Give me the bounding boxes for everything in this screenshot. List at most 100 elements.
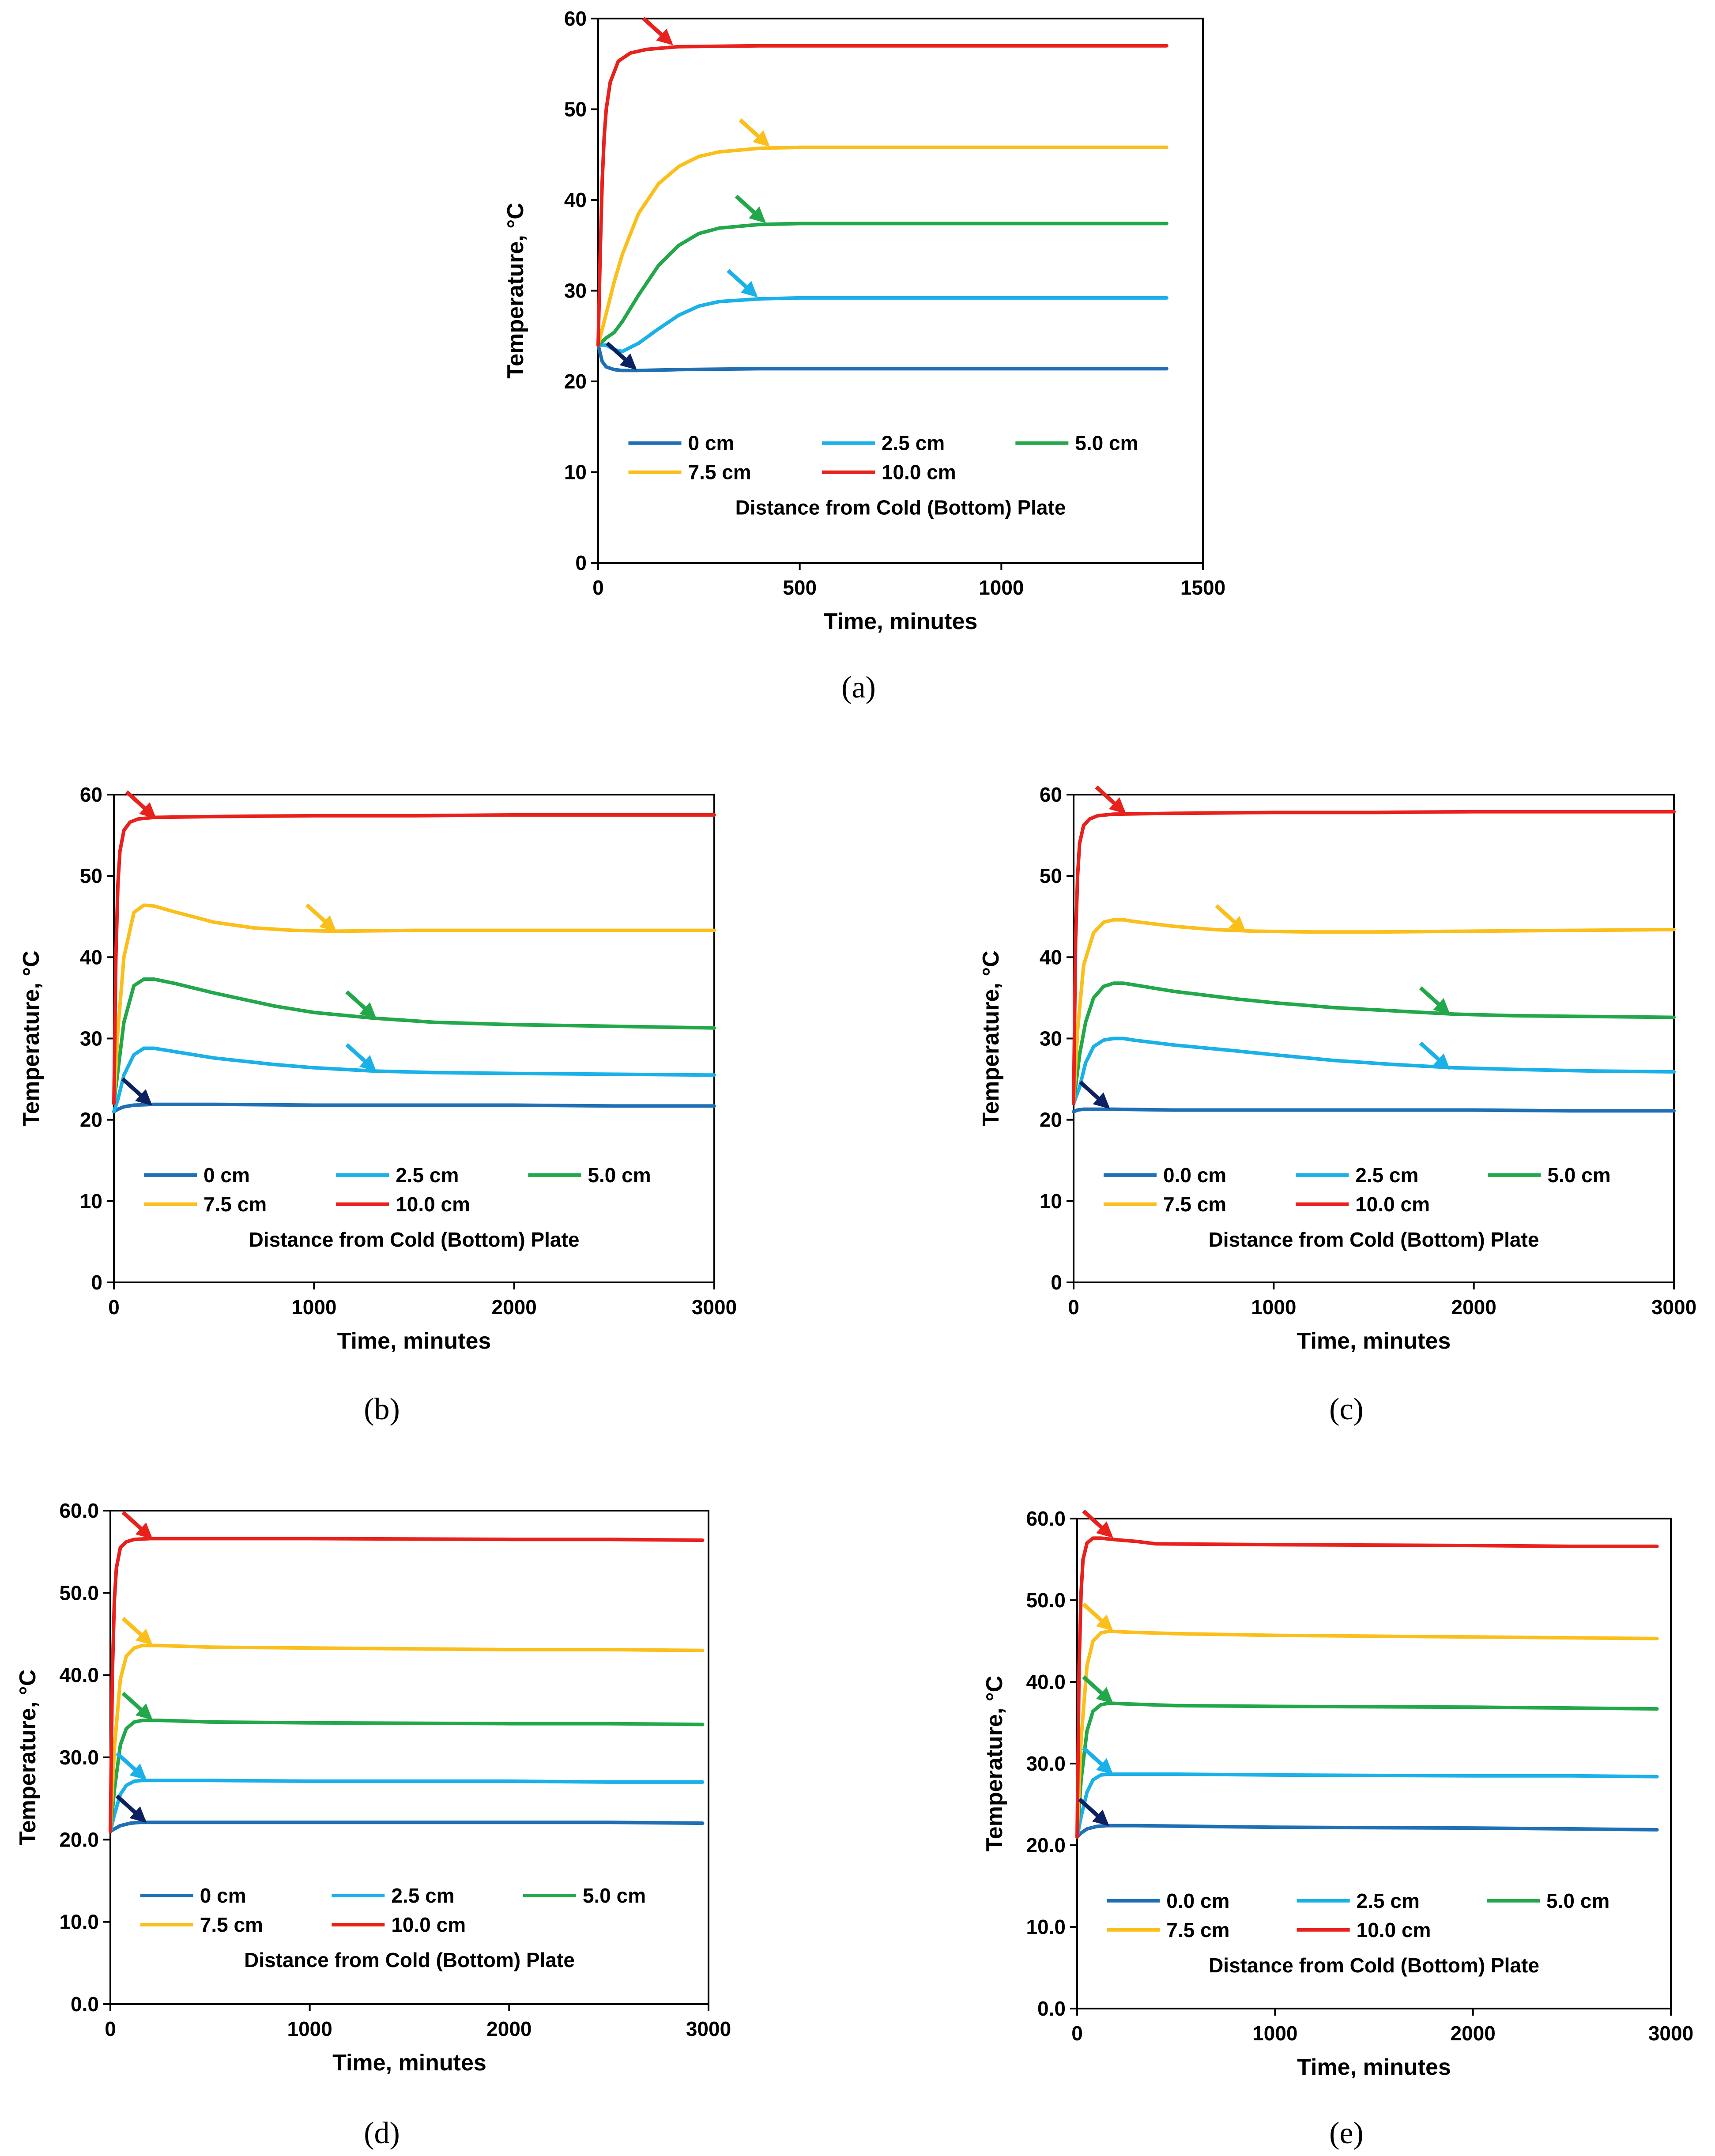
legend-title: Distance from Cold (Bottom) Plate — [244, 1949, 575, 1971]
y-tick-label: 20.0 — [59, 1828, 99, 1851]
y-tick-label: 40 — [80, 946, 102, 969]
pointer-arrow — [1082, 1509, 1113, 1538]
series-line — [1075, 1536, 1659, 1839]
x-tick-label: 0 — [105, 2017, 116, 2040]
y-tick-label: 0.0 — [1037, 1997, 1066, 2020]
x-axis-title: Time, minutes — [337, 1328, 491, 1354]
y-tick-label: 50.0 — [1026, 1589, 1066, 1612]
x-tick-label: 1000 — [979, 576, 1024, 599]
legend-title: Distance from Cold (Bottom) Plate — [249, 1228, 580, 1251]
panel-a: 0 10 20 30 40 50 60 0 500 1000 1500 Time, minutes Te… — [503, 7, 1225, 705]
legend-label: 2.5 cm — [391, 1884, 454, 1907]
pointer-arrow — [1082, 1746, 1113, 1775]
y-tick-label: 60 — [1040, 783, 1062, 806]
y-tick-label: 40 — [564, 188, 587, 211]
legend-label: 7.5 cm — [1166, 1919, 1229, 1941]
series-line — [112, 977, 716, 1105]
x-axis-title: Time, minutes — [824, 609, 978, 634]
caption-c: (c) — [1329, 1392, 1364, 1426]
legend-label: 0 cm — [204, 1164, 250, 1187]
series-line — [596, 44, 1168, 347]
x-tick-label: 1500 — [1180, 576, 1225, 599]
series-line — [1072, 918, 1676, 1105]
legend-label: 7.5 cm — [200, 1913, 263, 1936]
y-tick-label: 10.0 — [1026, 1915, 1066, 1938]
legend-label: 10.0 cm — [391, 1913, 466, 1936]
x-tick-label: 2000 — [486, 2017, 531, 2040]
y-tick-label: 30 — [1040, 1027, 1062, 1050]
y-tick-label: 40.0 — [1026, 1670, 1066, 1693]
x-tick-label: 3000 — [692, 1296, 737, 1319]
x-tick-label: 3000 — [686, 2017, 731, 2040]
x-tick-label: 2000 — [1451, 1296, 1496, 1319]
series-line — [112, 1102, 716, 1114]
legend-label: 0.0 cm — [1163, 1164, 1226, 1187]
pointer-arrow — [121, 1617, 153, 1645]
legend-label: 5.0 cm — [1546, 1889, 1609, 1912]
pointer-arrow — [606, 341, 637, 370]
x-tick-label: 2000 — [1450, 2022, 1495, 2045]
y-tick-label: 0 — [575, 551, 587, 574]
y-axis-title: Temperature, °C — [978, 950, 1004, 1126]
y-tick-label: 30 — [564, 279, 587, 302]
series-line — [109, 1719, 705, 1833]
y-tick-label: 20 — [564, 370, 587, 393]
legend-title: Distance from Cold (Bottom) Plate — [1209, 1228, 1539, 1251]
legend-label: 10.0 cm — [1355, 1193, 1430, 1216]
pointer-arrow — [1079, 1080, 1110, 1109]
legend-label: 7.5 cm — [204, 1193, 267, 1216]
x-axis-title: Time, minutes — [332, 2050, 486, 2076]
chart-c: 0 10 20 30 40 50 60 0 1000 2000 3000 Time, minutes T… — [978, 783, 1696, 1354]
y-tick-label: 0 — [91, 1271, 102, 1294]
series-line — [596, 145, 1168, 347]
pointer-arrow — [345, 1043, 377, 1072]
x-tick-label: 1000 — [1252, 2022, 1297, 2045]
y-tick-label: 50.0 — [59, 1581, 99, 1604]
pointer-arrow — [739, 118, 770, 147]
panel-b: 0 10 20 30 40 50 60 0 1000 2000 3000 Time, minutes T… — [19, 783, 737, 1426]
pointer-arrow — [121, 1077, 152, 1106]
y-tick-label: 30 — [80, 1027, 102, 1050]
legend-label: 0.0 cm — [1166, 1889, 1229, 1912]
series-line — [596, 222, 1168, 347]
series-line — [1075, 1629, 1659, 1839]
chart-a: 0 10 20 30 40 50 60 0 500 1000 1500 Time, minutes Te… — [503, 7, 1225, 634]
legend-label: 0 cm — [688, 432, 735, 455]
y-axis-title: Temperature, °C — [503, 203, 528, 378]
panel-c: 0 10 20 30 40 50 60 0 1000 2000 3000 Time, minutes T… — [978, 783, 1696, 1426]
series-line — [1075, 1772, 1659, 1839]
series-line — [1075, 1824, 1659, 1839]
pointer-arrow — [1078, 1798, 1109, 1826]
caption-b: (b) — [364, 1392, 400, 1426]
legend-label: 10.0 cm — [396, 1193, 470, 1216]
series-line — [1072, 1107, 1676, 1114]
x-axis-title: Time, minutes — [1297, 1328, 1451, 1354]
y-tick-label: 20 — [80, 1108, 102, 1131]
x-tick-label: 1000 — [287, 2017, 332, 2040]
legend-title: Distance from Cold (Bottom) Plate — [1209, 1954, 1539, 1977]
series-line — [596, 343, 1168, 373]
series-line — [112, 813, 716, 1105]
y-tick-label: 20 — [1040, 1108, 1062, 1131]
y-tick-label: 0 — [1051, 1271, 1062, 1294]
pointer-arrow — [727, 269, 758, 298]
panel-d: 0.0 10.0 20.0 30.0 40.0 50.0 60.0 0 1000 2000 3000… — [15, 1499, 731, 2150]
legend-label: 2.5 cm — [1357, 1889, 1420, 1912]
legend-label: 10.0 cm — [882, 461, 956, 484]
y-axis-title: Temperature, °C — [982, 1676, 1007, 1851]
pointer-arrow — [1095, 785, 1126, 814]
y-tick-label: 50 — [1040, 864, 1062, 887]
pointer-arrow — [1419, 986, 1451, 1015]
y-tick-label: 0.0 — [71, 1993, 99, 2016]
series-line — [1072, 810, 1676, 1105]
series-line — [1072, 1037, 1676, 1105]
legend-label: 7.5 cm — [688, 461, 751, 484]
x-tick-label: 1000 — [1251, 1296, 1296, 1319]
y-tick-label: 10 — [80, 1190, 102, 1213]
pointer-arrow — [345, 990, 377, 1019]
pointer-arrow — [115, 1752, 147, 1780]
caption-d: (d) — [364, 2116, 400, 2150]
y-tick-label: 30.0 — [59, 1746, 99, 1769]
y-axis-title: Temperature, °C — [15, 1670, 41, 1845]
